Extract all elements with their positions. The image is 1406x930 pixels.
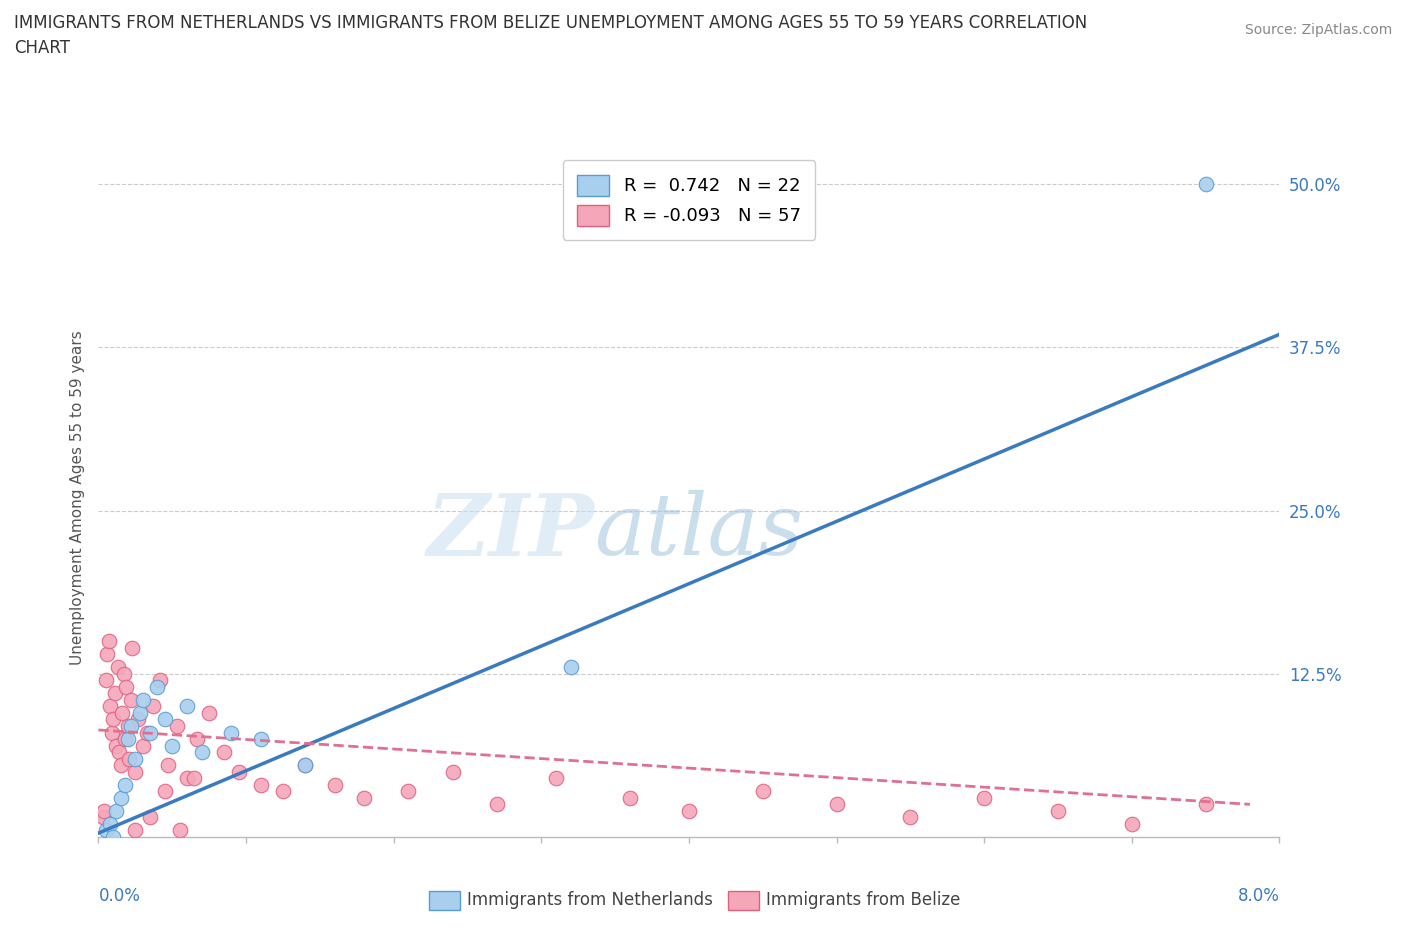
Point <box>139 725 162 740</box>
Point <box>103 830 125 844</box>
Point <box>294 758 316 773</box>
Point <box>142 699 165 714</box>
Point <box>825 797 848 812</box>
Text: atlas: atlas <box>595 490 804 573</box>
Point <box>112 667 135 682</box>
Point <box>121 640 143 655</box>
Point <box>486 797 509 812</box>
Point <box>96 646 118 661</box>
Point <box>323 777 346 792</box>
Text: Source: ZipAtlas.com: Source: ZipAtlas.com <box>1244 23 1392 37</box>
Point <box>104 686 127 701</box>
Point <box>186 732 208 747</box>
Point <box>97 633 120 648</box>
Point <box>114 732 136 747</box>
Text: ZIP: ZIP <box>426 490 595 573</box>
Point <box>110 790 132 805</box>
Point <box>94 673 117 688</box>
Point <box>169 823 191 838</box>
Point <box>153 784 176 799</box>
Point <box>162 738 183 753</box>
Point <box>117 732 139 747</box>
Point <box>108 745 131 760</box>
Text: CHART: CHART <box>14 39 70 57</box>
Point <box>93 804 115 818</box>
Point <box>176 699 198 714</box>
Text: IMMIGRANTS FROM NETHERLANDS VS IMMIGRANTS FROM BELIZE UNEMPLOYMENT AMONG AGES 55: IMMIGRANTS FROM NETHERLANDS VS IMMIGRANT… <box>14 14 1087 32</box>
Text: Immigrants from Netherlands: Immigrants from Netherlands <box>467 891 713 910</box>
Point <box>396 784 419 799</box>
Point <box>111 706 134 721</box>
Point <box>124 823 146 838</box>
Point <box>120 693 142 708</box>
Point <box>271 784 294 799</box>
Point <box>190 745 214 760</box>
Point <box>118 751 141 766</box>
Point <box>544 771 567 786</box>
Point <box>127 712 149 727</box>
Point <box>212 745 235 760</box>
Point <box>176 771 198 786</box>
Point <box>441 764 464 779</box>
Point <box>120 719 142 734</box>
Point <box>132 738 155 753</box>
Point <box>132 693 155 708</box>
Point <box>228 764 250 779</box>
Point <box>105 738 128 753</box>
Text: 0.0%: 0.0% <box>98 886 141 905</box>
Point <box>107 660 129 675</box>
Point <box>250 732 273 747</box>
Point <box>156 758 179 773</box>
Point <box>153 712 176 727</box>
Point <box>128 706 150 721</box>
Point <box>124 764 146 779</box>
Point <box>136 725 159 740</box>
Text: Immigrants from Belize: Immigrants from Belize <box>766 891 960 910</box>
Point <box>183 771 205 786</box>
Text: 8.0%: 8.0% <box>1237 886 1279 905</box>
Point <box>103 712 125 727</box>
Point <box>166 719 188 734</box>
Y-axis label: Unemployment Among Ages 55 to 59 years: Unemployment Among Ages 55 to 59 years <box>69 330 84 665</box>
Point <box>560 660 582 675</box>
Point <box>198 706 221 721</box>
Point <box>678 804 700 818</box>
Point <box>353 790 375 805</box>
Point <box>1194 177 1216 192</box>
Point <box>98 699 121 714</box>
Point <box>898 810 921 825</box>
Point <box>124 751 146 766</box>
Point <box>294 758 316 773</box>
Point <box>219 725 242 740</box>
Point <box>100 725 122 740</box>
Point <box>110 758 132 773</box>
Point <box>1121 817 1143 831</box>
Point <box>115 680 138 695</box>
Legend: R =  0.742   N = 22, R = -0.093   N = 57: R = 0.742 N = 22, R = -0.093 N = 57 <box>562 160 815 240</box>
Point <box>250 777 273 792</box>
Point <box>1046 804 1069 818</box>
Point <box>149 673 172 688</box>
Point <box>117 719 139 734</box>
Point <box>91 810 114 825</box>
Point <box>98 817 121 831</box>
Point <box>146 680 169 695</box>
Point <box>94 823 117 838</box>
Point <box>105 804 128 818</box>
Point <box>1194 797 1216 812</box>
Point <box>619 790 641 805</box>
Point <box>114 777 136 792</box>
Point <box>973 790 995 805</box>
Point <box>751 784 773 799</box>
Point <box>139 810 162 825</box>
